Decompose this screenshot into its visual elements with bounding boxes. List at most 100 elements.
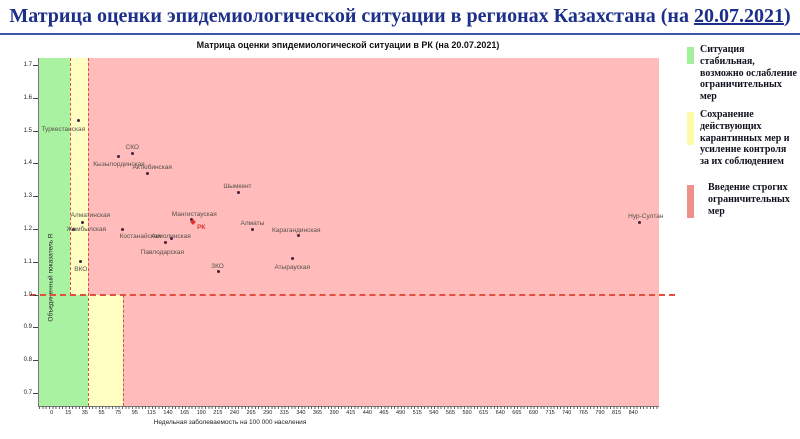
y-tick-label: 1.2 [23,226,32,232]
data-point [638,220,642,224]
zone-green-below [39,295,88,406]
x-tick-label: 415 [346,410,356,416]
x-tick-label: 290 [263,410,273,416]
x-tick-label: 215 [213,410,223,416]
x-tick-label: 365 [312,410,323,416]
y-tick-mark [33,65,38,66]
data-point [163,240,167,244]
zone-boundary-dashed-line [123,295,124,406]
y-tick-mark [33,294,38,296]
x-tick-label: 640 [495,410,505,416]
x-tick-label: 115 [146,410,156,416]
x-axis-minor-ticks [39,406,659,409]
legend-item-green: Ситуация стабильная, возможно ослабление… [687,44,797,103]
y-tick-mark [33,163,38,165]
x-tick-label: 165 [180,410,190,416]
x-tick-label: 815 [611,410,622,416]
x-tick-label: 840 [628,410,638,416]
data-point-label: РК [197,224,206,232]
data-point [189,217,193,221]
legend: Ситуация стабильная, возможно ослабление… [687,44,797,224]
x-tick-label: 190 [196,410,206,416]
y-tick-label: 0.7 [23,390,32,396]
x-tick-label: 515 [412,410,422,416]
y-tick-mark [33,130,38,132]
zone-green-above [39,58,70,295]
x-tick-label: 565 [445,410,456,416]
x-tick-label: 540 [429,410,439,416]
data-point-label: Нур-Султан [628,213,664,221]
data-point-label: Туркестанская [41,125,86,133]
data-point-label: Павлодарская [140,249,184,257]
x-tick-label: 15 [65,410,72,416]
data-point [80,220,84,224]
x-tick-label: 490 [396,410,406,416]
y-tick-label: 1.5 [23,127,32,134]
data-point-label: Акмолинская [151,232,191,240]
data-point-label: Алматы [240,220,265,227]
x-tick-label: 265 [246,410,256,416]
x-tick-label: 790 [595,410,605,416]
x-tick-label: 740 [562,410,572,416]
legend-item-yellow: Сохранение действующих карантинных мер и… [687,109,797,168]
zone-red-above [88,58,659,295]
zone-boundary-dashed-line [88,58,89,406]
y-tick-label: 0.8 [23,357,32,364]
x-tick-label: 615 [479,410,489,416]
zone-red-below [123,295,659,406]
x-tick-label: 715 [545,410,555,416]
page-title-close: ) [783,5,791,27]
y-axis-title: Объединенный показатель R [47,233,55,322]
y-tick-label: 1.6 [23,94,32,101]
data-point [130,152,134,156]
y-tick-mark [33,261,38,263]
data-point-label: Мангистауская [171,211,217,219]
page-title-text: Матрица оценки эпидемиологической ситуац… [9,5,694,27]
data-point-label: СКО [125,143,139,151]
page-title: Матрица оценки эпидемиологической ситуац… [0,0,800,33]
y-tick-label: 1.3 [23,193,32,200]
y-tick-mark [33,196,38,198]
x-tick-label: 140 [163,410,173,416]
x-tick-label: 240 [229,410,240,416]
y-tick-label: 1.7 [23,62,32,68]
zone-yellow-below [88,295,123,406]
y-tick-mark [33,327,38,329]
data-point [217,270,220,274]
data-point-label: Костанайская [119,233,161,240]
data-point-label: Кызылординская [93,160,145,168]
x-tick-label: 665 [512,410,522,416]
data-point-label: Шымкент [223,182,252,190]
data-point [79,260,83,264]
y-tick-mark [33,229,38,230]
y-tick-mark [33,360,38,362]
data-point [250,227,254,231]
y-tick-mark [33,393,38,394]
y-tick-label: 1.4 [23,160,32,167]
x-tick-label: 765 [578,410,588,416]
data-point [71,227,75,231]
x-tick-label: 390 [329,410,339,416]
data-point [120,227,124,231]
x-tick-label: 55 [98,410,105,416]
x-tick-label: 0 [50,410,54,416]
x-tick-label: 75 [115,410,122,416]
legend-swatch-red [687,184,694,218]
x-tick-label: 315 [279,410,289,416]
x-tick-label: 35 [81,410,88,416]
data-point [145,171,149,175]
data-point-label: Карагандинская [272,226,321,234]
plot-area: Объединенный показатель R [38,58,659,407]
x-tick-label: 95 [131,410,138,416]
data-point [296,234,300,238]
y-tick-mark [33,97,38,99]
legend-swatch-green [687,47,694,64]
legend-label-green: Ситуация стабильная, возможно ослабление… [700,44,797,103]
y-tick-label: 1.1 [23,258,32,265]
legend-label-yellow: Сохранение действующих карантинных мер и… [700,108,790,168]
data-point [76,119,80,123]
data-point-label: Жамбылская [66,226,107,233]
x-axis-title: Недельная заболеваемость на 100 000 насе… [153,419,307,426]
data-point [290,257,294,261]
